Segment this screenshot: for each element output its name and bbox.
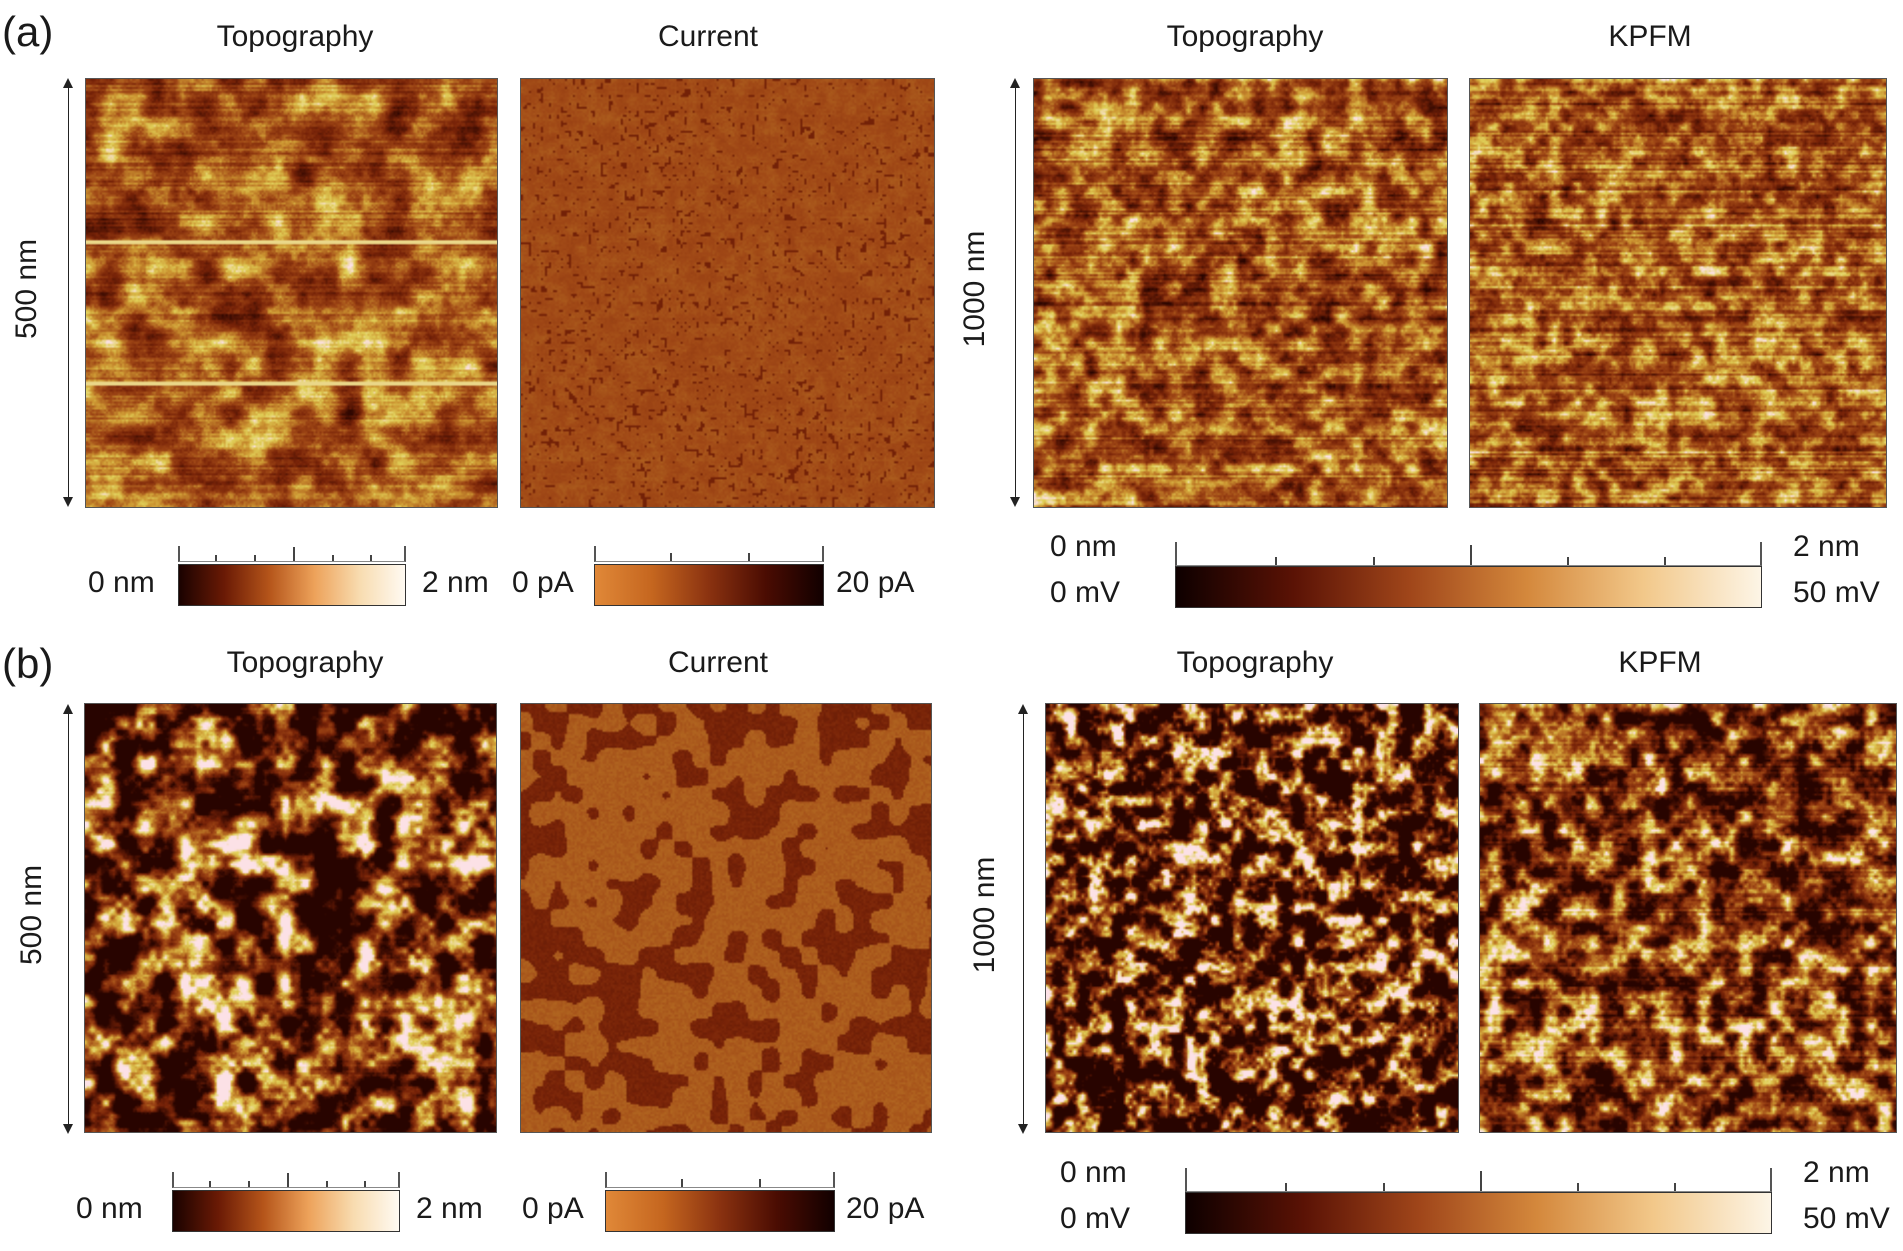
scale-label-a-left: 500 nm: [10, 238, 43, 339]
cbar-b-current-max: 20 pA: [846, 1192, 925, 1225]
afm-image-b-topography-1: [84, 703, 497, 1133]
colorbar-a-right: [1175, 566, 1762, 608]
scale-label-b-left: 500 nm: [15, 864, 48, 965]
cbar-b-right-max-bottom: 50 mV: [1803, 1202, 1890, 1235]
cbar-b-topo-ticks: [172, 1172, 400, 1188]
cbar-b-current-ticks: [605, 1172, 835, 1188]
afm-canvas: [1034, 79, 1447, 507]
cbar-a-current-min: 0 pA: [512, 566, 574, 599]
cbar-a-right-min-bottom: 0 mV: [1050, 576, 1121, 609]
scale-arrow-a-right: [1005, 78, 1025, 507]
cbar-a-right-max-top: 2 nm: [1793, 530, 1860, 563]
afm-image-a-kpfm: [1469, 78, 1887, 508]
afm-canvas: [521, 704, 931, 1132]
panel-label-b: (b): [2, 640, 54, 687]
title-b-topography-2: Topography: [1176, 646, 1334, 679]
cbar-a-topo-ticks: [178, 546, 406, 562]
cbar-b-topo-min: 0 nm: [76, 1192, 143, 1225]
colorbar-b-current: [605, 1190, 835, 1232]
panel-label-a: (a): [2, 8, 54, 55]
cbar-a-current-ticks: [594, 546, 824, 562]
afm-image-a-topography-1: [85, 78, 498, 508]
afm-image-b-kpfm: [1479, 703, 1897, 1133]
scale-arrow-b-left: [58, 704, 78, 1134]
cbar-a-right-ticks: [1175, 542, 1762, 566]
scale-arrow-a-left: [58, 78, 78, 507]
cbar-a-current-max: 20 pA: [836, 566, 915, 599]
cbar-a-topo-min: 0 nm: [88, 566, 155, 599]
title-b-current: Current: [667, 646, 769, 679]
afm-image-b-current: [520, 703, 932, 1133]
scale-arrow-b-right: [1013, 704, 1033, 1134]
colorbar-b-topography: [172, 1190, 400, 1232]
afm-canvas: [85, 704, 496, 1132]
scale-label-b-right: 1000 nm: [968, 856, 1001, 974]
cbar-b-right-min-top: 0 nm: [1060, 1156, 1127, 1189]
colorbar-b-right: [1185, 1192, 1772, 1234]
cbar-b-right-max-top: 2 nm: [1803, 1156, 1870, 1189]
afm-canvas: [86, 79, 497, 507]
colorbar-a-current: [594, 564, 824, 606]
cbar-a-right-max-bottom: 50 mV: [1793, 576, 1880, 609]
afm-canvas: [1470, 79, 1886, 507]
title-a-current: Current: [657, 20, 759, 53]
title-b-kpfm: KPFM: [1618, 646, 1702, 679]
cbar-b-topo-max: 2 nm: [416, 1192, 483, 1225]
afm-image-b-topography-2: [1045, 703, 1459, 1133]
scale-label-a-right: 1000 nm: [958, 230, 991, 348]
title-a-topography-2: Topography: [1166, 20, 1324, 53]
cbar-b-right-min-bottom: 0 mV: [1060, 1202, 1131, 1235]
title-a-kpfm: KPFM: [1608, 20, 1692, 53]
afm-canvas: [1046, 704, 1458, 1132]
cbar-a-right-min-top: 0 nm: [1050, 530, 1117, 563]
cbar-b-current-min: 0 pA: [522, 1192, 584, 1225]
cbar-b-right-ticks: [1185, 1168, 1772, 1192]
afm-canvas: [1480, 704, 1896, 1132]
afm-image-a-topography-2: [1033, 78, 1448, 508]
colorbar-a-topography: [178, 564, 406, 606]
afm-canvas: [521, 79, 934, 507]
afm-image-a-current: [520, 78, 935, 508]
title-a-topography-1: Topography: [216, 20, 374, 53]
cbar-a-topo-max: 2 nm: [422, 566, 489, 599]
title-b-topography-1: Topography: [226, 646, 384, 679]
